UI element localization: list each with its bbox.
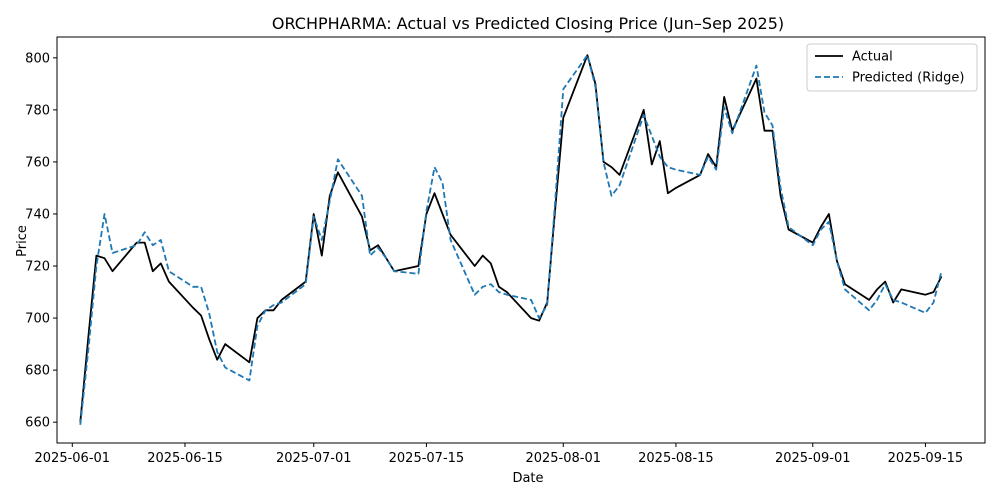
y-axis-label: Price <box>15 225 30 257</box>
series-line-predicted-ridge <box>79 54 943 425</box>
y-tick-label: 740 <box>25 207 50 222</box>
x-tick-label: 2025-07-15 <box>389 451 465 466</box>
y-tick-label: 800 <box>25 51 50 66</box>
x-axis-label: Date <box>512 471 543 486</box>
x-tick-label: 2025-08-01 <box>525 451 601 466</box>
x-tick-label: 2025-06-01 <box>35 451 111 466</box>
legend-label: Actual <box>852 50 893 65</box>
plot-frame <box>56 36 986 444</box>
y-tick-label: 760 <box>25 155 50 170</box>
legend-box <box>806 43 978 92</box>
x-tick-label: 2025-07-01 <box>276 451 352 466</box>
legend: Actual Predicted (Ridge) <box>806 43 978 92</box>
x-tick-label: 2025-06-15 <box>147 451 223 466</box>
legend-label: Predicted (Ridge) <box>852 71 964 86</box>
y-tick-label: 680 <box>25 364 50 379</box>
chart-title: ORCHPHARMA: Actual vs Predicted Closing … <box>272 14 784 33</box>
y-tick-label: 660 <box>25 416 50 431</box>
plot-area <box>56 36 986 444</box>
y-tick-label: 720 <box>25 260 50 275</box>
series-line-actual <box>79 54 943 423</box>
x-tick-label: 2025-09-01 <box>775 451 851 466</box>
y-tick-label: 700 <box>25 312 50 327</box>
x-axis-ticks: 2025-06-01 2025-06-15 2025-07-01 2025-07-15… <box>35 443 964 466</box>
y-axis-ticks: 660 680 700 720 740 760 780 800 <box>25 51 57 431</box>
y-tick-label: 780 <box>25 103 50 118</box>
x-tick-label: 2025-08-15 <box>638 451 714 466</box>
x-tick-label: 2025-09-15 <box>888 451 964 466</box>
